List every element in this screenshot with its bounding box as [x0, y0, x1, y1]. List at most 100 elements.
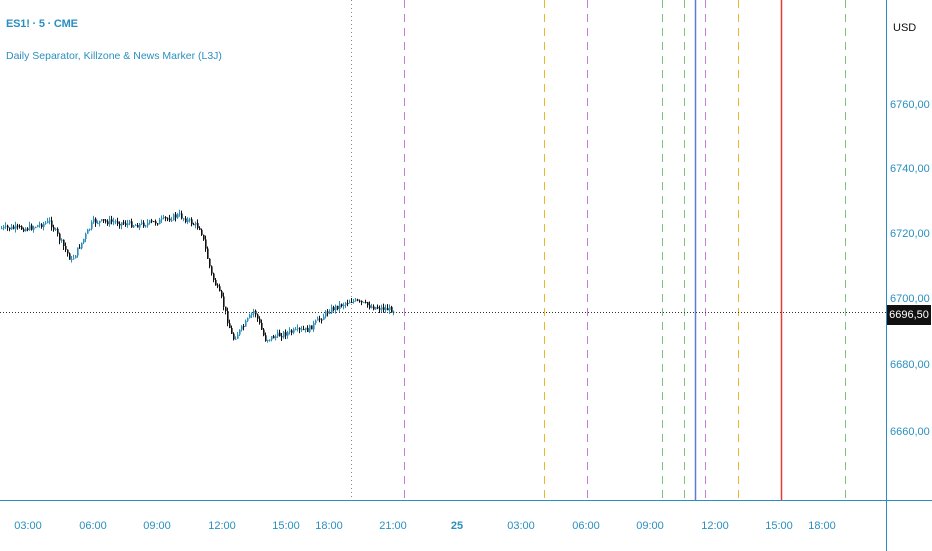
candle [195, 223, 197, 225]
candle [55, 228, 57, 230]
candle [115, 221, 117, 223]
candle [235, 338, 237, 340]
candle [187, 219, 189, 222]
price-chart[interactable] [0, 0, 886, 500]
candle [147, 222, 149, 226]
time-tick: 09:00 [143, 520, 171, 532]
time-tick: 18:00 [315, 520, 343, 532]
candle [347, 303, 349, 305]
candle [201, 229, 203, 235]
candle [85, 233, 87, 239]
candle [275, 336, 277, 339]
candle [341, 304, 343, 307]
time-tick: 15:00 [765, 520, 793, 532]
candle [107, 221, 109, 225]
candle [117, 221, 119, 224]
candle [183, 218, 185, 220]
candle [359, 300, 361, 302]
candle [339, 304, 341, 310]
candle [303, 329, 305, 331]
candle [157, 223, 159, 225]
price-scale[interactable] [886, 0, 932, 500]
candle [125, 223, 127, 225]
axis-corner [886, 500, 932, 551]
candle [5, 225, 7, 227]
candle [209, 258, 211, 267]
candle [169, 218, 171, 221]
time-tick-day: 25 [450, 520, 464, 532]
candle [269, 339, 271, 341]
candle [111, 219, 113, 222]
chart-area[interactable] [0, 0, 886, 500]
candle [61, 239, 63, 241]
candle [97, 223, 99, 225]
price-tick: 6660,00 [890, 426, 930, 438]
candle [151, 220, 153, 222]
candle [215, 279, 217, 286]
candle [225, 306, 227, 311]
candle [321, 319, 323, 321]
candle [171, 220, 173, 222]
candle [309, 325, 311, 332]
candle [91, 222, 93, 229]
indicator-legend[interactable]: Daily Separator, Killzone & News Marker … [6, 50, 222, 62]
candle [351, 302, 353, 304]
candle [193, 224, 195, 226]
candle [167, 218, 169, 220]
time-axis[interactable] [0, 500, 886, 551]
candle [281, 336, 283, 338]
candle [333, 307, 335, 310]
symbol-legend[interactable]: ES1! · 5 · CME [6, 18, 78, 30]
candle [43, 223, 45, 228]
candle [41, 224, 43, 228]
candle [141, 222, 143, 224]
candle [143, 222, 145, 227]
candle [59, 233, 61, 241]
candle [305, 327, 307, 330]
candle [253, 310, 255, 314]
price-tick: 6740,00 [890, 163, 930, 175]
candle [11, 226, 13, 230]
candle [17, 225, 19, 227]
candle [231, 327, 233, 334]
candle [19, 225, 21, 227]
candle [233, 333, 235, 340]
candle [221, 291, 223, 297]
currency-label[interactable]: USD [893, 22, 917, 34]
candle [179, 213, 181, 215]
last-price-badge: 6696,50 [887, 305, 931, 325]
candle [163, 217, 165, 219]
candle [239, 329, 241, 335]
candle [77, 247, 79, 256]
candle [27, 228, 29, 230]
price-tick: 6760,00 [890, 99, 930, 111]
candle [37, 225, 39, 228]
candle [361, 300, 363, 303]
candle [295, 329, 297, 331]
candle [219, 286, 221, 292]
candle [89, 228, 91, 230]
candle [3, 226, 5, 229]
candle [381, 307, 383, 310]
candle [121, 222, 123, 226]
candle [175, 214, 177, 218]
candle [199, 227, 201, 230]
candle [329, 312, 331, 314]
candle [267, 340, 269, 342]
candle [301, 329, 303, 331]
candle [229, 323, 231, 328]
time-tick: 09:00 [636, 520, 664, 532]
time-tick: 03:00 [14, 520, 42, 532]
candle [49, 220, 51, 222]
candle [227, 310, 229, 324]
candle [207, 248, 209, 259]
candle [371, 306, 373, 308]
price-tick: 6680,00 [890, 359, 930, 371]
candle [297, 328, 299, 330]
candle [385, 308, 387, 310]
candle [279, 332, 281, 337]
candle [369, 305, 371, 308]
candle [35, 227, 37, 229]
candle [249, 314, 251, 319]
candle [149, 220, 151, 223]
